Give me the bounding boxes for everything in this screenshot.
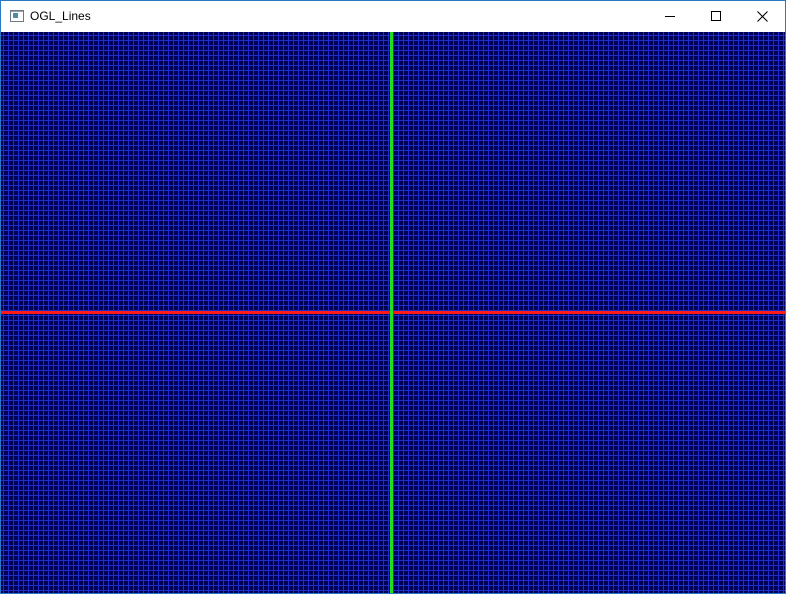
close-button[interactable] <box>740 1 785 31</box>
minimize-icon <box>664 16 675 17</box>
title-bar[interactable]: OGL_Lines <box>1 1 785 32</box>
minimize-button[interactable] <box>647 1 692 31</box>
maximize-button[interactable] <box>693 1 738 31</box>
opengl-canvas[interactable] <box>1 32 785 593</box>
x-axis-line <box>1 311 785 314</box>
y-axis-line <box>390 32 393 593</box>
maximize-icon <box>710 11 721 21</box>
close-icon <box>757 10 768 22</box>
window-title: OGL_Lines <box>30 9 91 23</box>
window-app-icon[interactable] <box>10 10 24 22</box>
